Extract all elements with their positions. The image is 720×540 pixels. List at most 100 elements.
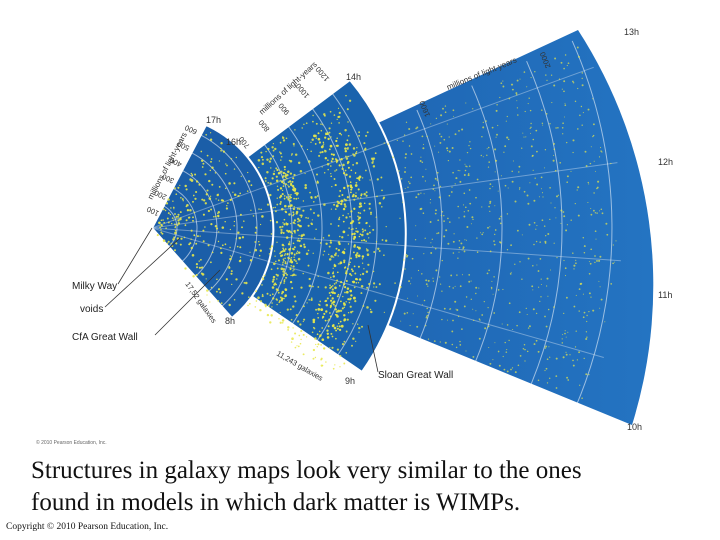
galaxy-dot [282, 232, 285, 234]
galaxy-dot [318, 154, 321, 157]
galaxy-dot [590, 213, 593, 216]
galaxy-dot [400, 178, 403, 180]
galaxy-dot [273, 250, 276, 252]
galaxy-dot [326, 332, 329, 335]
galaxy-dot [336, 137, 338, 139]
galaxy-dot [285, 276, 288, 279]
galaxy-dot [499, 222, 502, 225]
galaxy-dot [581, 77, 583, 80]
galaxy-dot [334, 308, 337, 311]
galaxy-dot [404, 171, 406, 173]
galaxy-dot [346, 108, 349, 111]
galaxy-dot [446, 123, 448, 125]
galaxy-dot [593, 209, 595, 212]
galaxy-dot [470, 298, 473, 301]
galaxy-dot [279, 141, 282, 144]
galaxy-dot [207, 209, 211, 213]
galaxy-dot [590, 207, 592, 210]
galaxy-dot [262, 277, 265, 281]
galaxy-dot [297, 320, 300, 323]
galaxy-dot [506, 213, 509, 215]
galaxy-dot [332, 303, 335, 306]
galaxy-dot [351, 232, 354, 236]
galaxy-dot [317, 343, 320, 346]
galaxy-dot [287, 185, 290, 188]
galaxy-dot [434, 190, 436, 192]
galaxy-dot [298, 234, 300, 237]
galaxy-dot [281, 180, 284, 184]
galaxy-dot [324, 136, 327, 139]
galaxy-dot [567, 62, 570, 65]
galaxy-dot [254, 231, 257, 234]
galaxy-dot [272, 155, 275, 158]
galaxy-dot [523, 71, 526, 73]
galaxy-dot [404, 156, 407, 159]
galaxy-dot [173, 236, 176, 239]
galaxy-dot [284, 248, 287, 251]
galaxy-dot [375, 241, 378, 243]
galaxy-dot [544, 369, 546, 372]
galaxy-dot [519, 355, 522, 357]
galaxy-dot [300, 216, 302, 219]
galaxy-dot [319, 151, 322, 154]
galaxy-dot [156, 234, 159, 237]
galaxy-dot [217, 199, 220, 201]
callout-lines [104, 227, 379, 373]
galaxy-dot [236, 245, 239, 248]
galaxy-dot [335, 252, 337, 255]
galaxy-dot [408, 127, 411, 131]
galaxy-dot [202, 229, 205, 232]
galaxy-dot [462, 246, 465, 249]
galaxy-dot [355, 227, 357, 230]
galaxy-dot [586, 320, 588, 323]
galaxy-dot [349, 272, 352, 276]
galaxy-dot [544, 315, 546, 318]
galaxy-dot [276, 278, 278, 280]
galaxy-dot [270, 268, 273, 271]
hour-label-13h: 13h [624, 27, 639, 37]
galaxy-dot [284, 204, 287, 208]
galaxy-dot [324, 286, 327, 289]
hour-line [151, 227, 621, 262]
galaxy-dot [458, 240, 461, 242]
galaxy-dot [269, 193, 272, 197]
galaxy-dot [307, 249, 310, 252]
galaxy-dot [297, 221, 299, 223]
galaxy-dot [341, 343, 345, 346]
galaxy-dot [496, 103, 498, 106]
galaxy-dot [315, 343, 317, 346]
galaxy-dot [499, 96, 501, 99]
galaxy-dot [300, 145, 303, 148]
galaxy-dot [557, 194, 560, 196]
galaxy-dot [541, 192, 544, 194]
galaxy-dot [497, 350, 500, 353]
galaxy-dot [297, 161, 301, 165]
galaxy-dot [368, 202, 371, 206]
galaxy-dot [254, 241, 257, 243]
galaxy-dot [295, 313, 298, 317]
galaxy-dot [283, 280, 285, 282]
galaxy-dot [264, 303, 267, 307]
galaxy-dot [331, 297, 334, 300]
galaxy-dot [487, 166, 490, 168]
galaxy-dot [290, 193, 292, 196]
galaxy-dot [307, 264, 310, 267]
galaxy-dot [332, 267, 334, 269]
galaxy-dot [179, 211, 182, 214]
galaxy-dot [488, 346, 490, 349]
galaxy-dot [600, 150, 602, 152]
galaxy-dot [174, 226, 176, 229]
galaxy-dot [615, 240, 617, 242]
galaxy-dot [553, 84, 556, 87]
galaxy-dot [499, 241, 501, 243]
galaxy-dot [463, 250, 466, 253]
galaxy-dot [482, 126, 485, 129]
galaxy-dot [337, 107, 340, 110]
galaxy-dot [439, 341, 441, 343]
galaxy-dot [334, 364, 336, 366]
galaxy-dot [576, 46, 579, 49]
galaxy-dot [541, 109, 543, 111]
galaxy-dot [358, 331, 360, 333]
galaxy-dot [277, 291, 280, 294]
galaxy-dot [296, 250, 299, 252]
